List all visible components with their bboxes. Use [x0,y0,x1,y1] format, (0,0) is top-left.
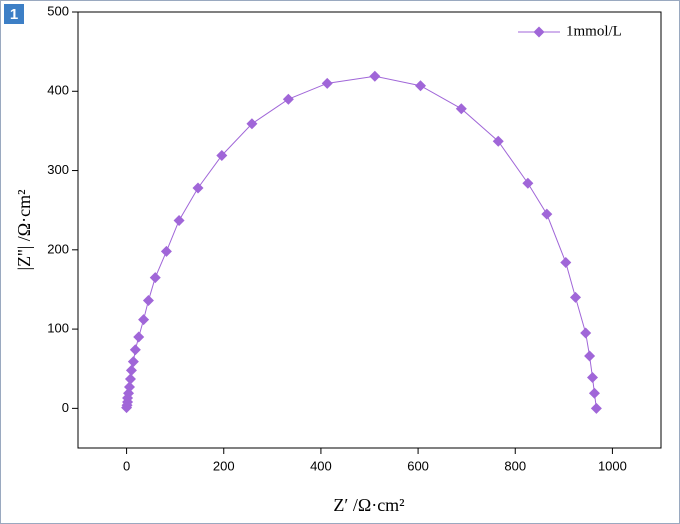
data-point [160,245,172,257]
data-point [569,291,581,303]
data-point [127,356,139,368]
data-point [522,177,534,189]
x-axis-label: Z′ /Ω·cm² [333,495,404,515]
data-point [455,103,467,115]
data-point [133,331,145,343]
data-point [584,350,596,362]
data-point [129,344,141,356]
data-point [124,373,136,385]
data-point [586,371,598,383]
y-tick-label: 400 [47,83,69,98]
data-point [192,182,204,194]
data-point [590,402,602,414]
data-point [580,327,592,339]
data-point [321,77,333,89]
data-point [282,93,294,105]
data-point [246,118,258,130]
y-tick-label: 0 [62,400,69,415]
y-axis-label: |Z''| /Ω·cm² [14,190,34,271]
x-tick-label: 0 [123,458,130,473]
y-tick-label: 300 [47,162,69,177]
data-point [492,135,504,147]
legend-marker [533,26,545,38]
data-point [369,70,381,82]
data-point [415,80,427,92]
y-tick-label: 100 [47,321,69,336]
y-tick-label: 500 [47,3,69,18]
plot-frame [77,11,662,449]
x-tick-label: 400 [310,458,332,473]
x-tick-label: 800 [504,458,526,473]
x-tick-label: 1000 [598,458,627,473]
data-point [142,295,154,307]
badge-box [4,4,24,24]
data-point [149,272,161,284]
data-point [138,314,150,326]
data-point [588,387,600,399]
badge: 1 [10,6,18,23]
data-point [560,257,572,269]
y-tick-label: 200 [47,241,69,256]
data-point [123,381,135,393]
data-point [173,214,185,226]
data-point [125,364,137,376]
x-tick-label: 200 [213,458,235,473]
x-tick-label: 600 [407,458,429,473]
legend-label: 1mmol/L [566,23,622,39]
data-point [216,149,228,161]
data-point [541,208,553,220]
